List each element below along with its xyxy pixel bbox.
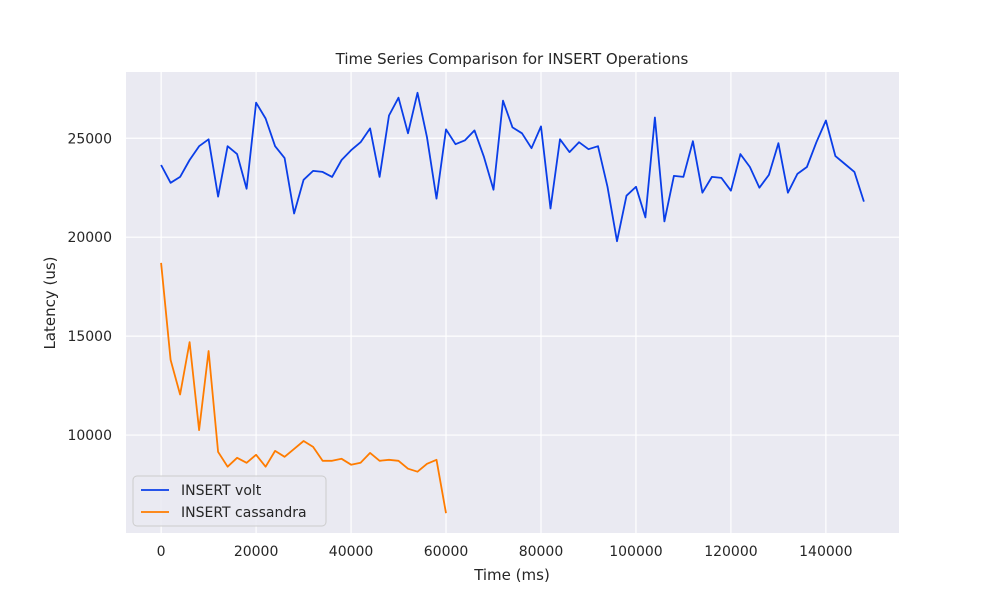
x-tick-label: 0 [157, 544, 166, 560]
legend-label-cassandra: INSERT cassandra [181, 505, 307, 521]
y-tick-label: 20000 [67, 230, 112, 246]
chart-title: Time Series Comparison for INSERT Operat… [335, 50, 689, 68]
y-axis-label: Latency (us) [41, 256, 59, 349]
x-tick-label: 40000 [329, 544, 374, 560]
y-tick-label: 10000 [67, 428, 112, 444]
plot-area [126, 72, 899, 533]
legend-label-volt: INSERT volt [181, 483, 262, 499]
tick-labels: 0 20000 40000 60000 80000 100000 120000 140000 1… [67, 131, 852, 560]
legend-box [132, 475, 327, 527]
series-line-insert-volt [160, 91, 865, 243]
x-tick-label: 80000 [519, 544, 564, 560]
legend: INSERT volt INSERT cassandra [132, 475, 327, 527]
x-tick-label: 140000 [799, 544, 852, 560]
x-tick-label: 60000 [424, 544, 469, 560]
x-axis-label: Time (ms) [473, 566, 550, 584]
y-tick-label: 25000 [67, 131, 112, 147]
grid-lines [126, 72, 899, 533]
x-tick-label: 20000 [234, 544, 279, 560]
y-tick-label: 15000 [67, 329, 112, 345]
series-line-insert-cassandra [160, 262, 447, 514]
series-lines [160, 91, 865, 514]
x-tick-label: 100000 [609, 544, 662, 560]
x-tick-label: 120000 [704, 544, 757, 560]
